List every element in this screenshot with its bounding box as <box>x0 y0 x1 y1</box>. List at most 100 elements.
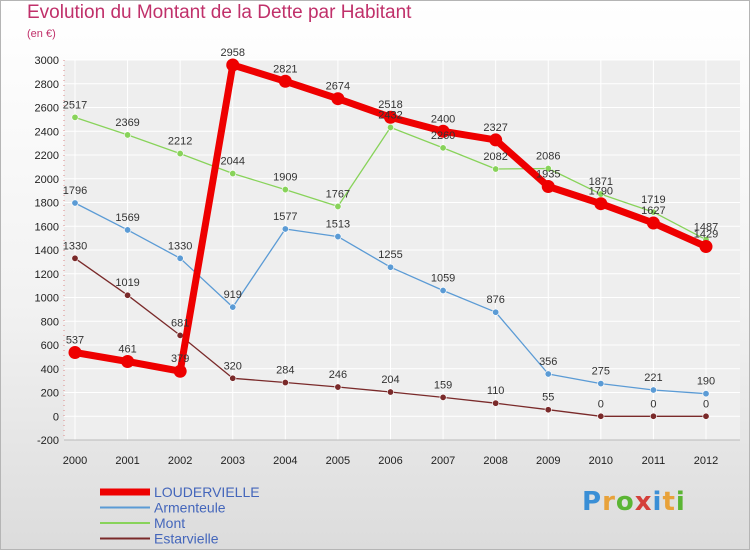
data-label: 1796 <box>63 185 87 197</box>
data-point <box>384 110 397 124</box>
data-point <box>544 406 552 414</box>
data-label: 2212 <box>168 136 192 148</box>
x-tick-label: 2010 <box>589 455 613 467</box>
data-label: 1569 <box>115 212 139 224</box>
data-point <box>226 58 240 72</box>
data-point <box>281 379 289 387</box>
data-label: 876 <box>486 294 504 306</box>
y-tick-label: 1800 <box>35 198 59 210</box>
data-point <box>649 208 657 216</box>
data-label: 2369 <box>115 117 139 129</box>
data-point <box>489 133 503 147</box>
data-label: 2517 <box>63 99 87 111</box>
y-tick-label: 200 <box>41 388 59 400</box>
data-point <box>71 254 79 262</box>
data-point <box>386 388 394 396</box>
proxiti-logo: Proxiti <box>582 487 686 517</box>
data-label: 919 <box>224 289 242 301</box>
data-label: 1577 <box>273 211 297 223</box>
data-point <box>699 240 713 254</box>
data-label: 2821 <box>273 63 297 75</box>
data-point <box>281 225 289 233</box>
data-label: 1059 <box>431 272 455 284</box>
data-label: 461 <box>118 344 136 356</box>
data-point <box>702 390 710 398</box>
chart-subtitle: (en €) <box>27 28 56 40</box>
data-point <box>436 124 450 138</box>
data-point <box>594 197 608 211</box>
data-point <box>281 186 289 194</box>
y-tick-label: 400 <box>41 364 59 376</box>
data-label: 55 <box>542 392 554 404</box>
x-tick-label: 2000 <box>63 455 87 467</box>
y-tick-label: 3000 <box>35 55 59 67</box>
data-label: 2260 <box>431 130 455 142</box>
x-tick-label: 2007 <box>431 455 455 467</box>
data-point <box>121 355 135 369</box>
y-tick-label: 1600 <box>35 221 59 233</box>
data-point <box>544 370 552 378</box>
data-point <box>124 291 132 299</box>
x-tick-label: 2003 <box>221 455 245 467</box>
data-label: 1429 <box>694 229 718 241</box>
y-tick-label: 2800 <box>35 79 59 91</box>
data-label: 204 <box>381 374 399 386</box>
x-tick-label: 2009 <box>536 455 560 467</box>
logo-letter: i <box>675 487 686 517</box>
data-label: 284 <box>276 365 294 377</box>
logo-letter: x <box>634 487 653 517</box>
x-tick-label: 2004 <box>273 455 297 467</box>
data-label: 0 <box>703 398 709 410</box>
data-label: 1909 <box>273 172 297 184</box>
x-tick-label: 2002 <box>168 455 192 467</box>
data-point <box>229 303 237 311</box>
data-label: 221 <box>644 372 662 384</box>
data-point <box>229 170 237 178</box>
logo-letter: o <box>615 487 635 517</box>
data-point <box>702 412 710 420</box>
data-point <box>439 393 447 401</box>
y-tick-label: 1400 <box>35 245 59 257</box>
data-point <box>334 383 342 391</box>
y-tick-label: 2600 <box>35 103 59 115</box>
data-label: 2518 <box>378 99 402 111</box>
data-point <box>176 150 184 158</box>
data-point <box>71 113 79 121</box>
data-label: 0 <box>598 398 604 410</box>
data-point <box>176 254 184 262</box>
y-tick-label: 2000 <box>35 174 59 186</box>
data-point <box>124 131 132 139</box>
y-tick-label: 0 <box>53 411 59 423</box>
data-point <box>492 399 500 407</box>
data-label: 159 <box>434 379 452 391</box>
data-label: 2082 <box>483 151 507 163</box>
data-label: 110 <box>487 385 505 397</box>
data-label: 1627 <box>641 205 665 217</box>
data-label: 2400 <box>431 113 455 125</box>
data-label: 2674 <box>326 81 350 93</box>
data-point <box>544 165 552 173</box>
y-tick-label: 1000 <box>35 293 59 305</box>
data-point <box>334 233 342 241</box>
logo-letter: t <box>662 487 676 517</box>
data-point <box>278 74 292 88</box>
y-tick-label: -200 <box>37 435 59 447</box>
x-tick-label: 2001 <box>115 455 139 467</box>
data-label: 356 <box>539 356 557 368</box>
legend-label: Mont <box>154 515 185 531</box>
data-label: 320 <box>224 360 242 372</box>
x-tick-label: 2005 <box>326 455 350 467</box>
data-point <box>439 286 447 294</box>
x-tick-label: 2006 <box>378 455 402 467</box>
chart-title: Evolution du Montant de la Dette par Hab… <box>27 2 412 23</box>
data-point <box>68 345 82 359</box>
data-label: 1790 <box>589 186 613 198</box>
data-label: 1019 <box>115 277 139 289</box>
data-label: 681 <box>171 317 189 329</box>
data-label: 246 <box>329 369 347 381</box>
legend-label: LOUDERVIELLE <box>154 484 260 500</box>
data-point <box>646 216 660 230</box>
data-point <box>173 364 187 378</box>
